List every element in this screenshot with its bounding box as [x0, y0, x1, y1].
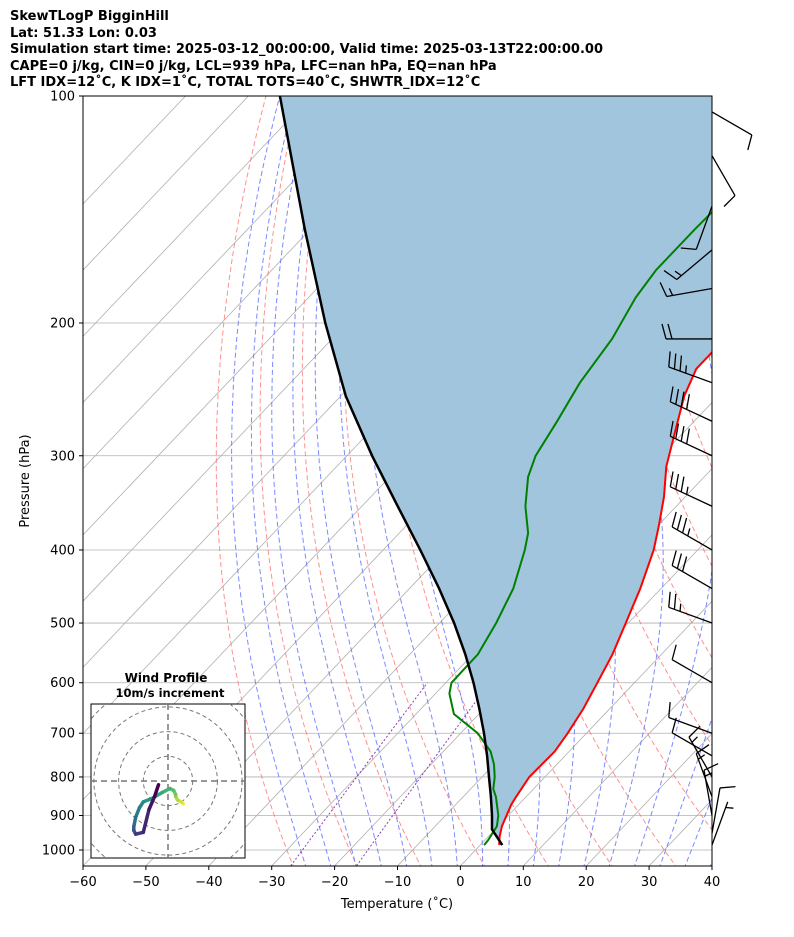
y-tick-label: 100 [50, 90, 75, 105]
isotherm-line [83, 96, 375, 404]
y-tick-label: 900 [50, 809, 75, 824]
moist-adiabat-line [659, 716, 712, 866]
isotherm-line [83, 96, 249, 271]
y-tick-label: 700 [50, 727, 75, 742]
wind-barb [711, 111, 753, 151]
y-tick-label: 1000 [42, 844, 75, 859]
isotherm-line [83, 96, 187, 205]
wind-barb [711, 155, 736, 207]
x-tick-label: −20 [321, 875, 348, 890]
moist-adiabat-line [338, 96, 433, 866]
isotherm-line [459, 600, 712, 866]
y-tick-label: 600 [50, 676, 75, 691]
stability-indices-2: LFT IDX=12˚C, K IDX=1˚C, TOTAL TOTS=40˚C… [10, 75, 481, 90]
x-tick-label: 40 [704, 875, 721, 890]
cape-region [279, 96, 712, 846]
chart-header: SkewTLogP BigginHill Lat: 51.33 Lon: 0.0… [10, 9, 603, 92]
wind-barb [671, 550, 713, 590]
mixing-ratio-line [355, 682, 490, 866]
x-axis-label: Temperature (˚C) [340, 896, 453, 912]
moist-adiabat-line [314, 96, 408, 866]
wind-barbs [659, 111, 753, 846]
moist-adiabat-line [734, 96, 794, 869]
x-tick-label: 10 [515, 875, 532, 890]
moist-adiabat-line [231, 96, 307, 866]
wind-barb [671, 511, 713, 551]
y-tick-label: 800 [50, 770, 75, 785]
wind-barb [669, 471, 713, 507]
y-tick-label: 200 [50, 316, 75, 331]
hodograph-plot [91, 704, 245, 858]
y-tick-label: 300 [50, 449, 75, 464]
hodograph-subtitle: 10m/s increment [116, 686, 225, 700]
x-tick-label: 30 [641, 875, 658, 890]
dry-adiabat-line [342, 96, 486, 866]
y-tick-label: 500 [50, 617, 75, 632]
moist-adiabat-line [684, 796, 712, 866]
hodograph-inset: Wind Profile 10m/s increment [90, 671, 246, 859]
x-tick-label: −30 [258, 875, 285, 890]
isotherm-line [585, 732, 712, 866]
hodograph-segment [141, 807, 151, 835]
dewpoint-profile [448, 210, 712, 846]
moist-adiabat-line [634, 96, 712, 866]
simulation-times: Simulation start time: 2025-03-12_00:00:… [10, 42, 603, 57]
dry-adiabat-line [784, 79, 794, 869]
moist-adiabat-line [709, 860, 712, 866]
hodograph-segment [152, 783, 161, 798]
x-tick-label: −60 [69, 875, 96, 890]
isotherm-line [83, 96, 312, 337]
moist-adiabat-line [364, 96, 458, 866]
isotherm-line [522, 666, 712, 866]
wind-barb [711, 785, 736, 834]
x-tick-label: −40 [195, 875, 222, 890]
hodograph-segment [147, 794, 157, 812]
temperature-profile [498, 350, 712, 846]
dry-adiabat-line [301, 96, 422, 866]
cin-shading [279, 96, 712, 846]
parcel-path [278, 96, 504, 846]
wind-barb [669, 420, 713, 457]
wind-barb [668, 351, 713, 384]
sounding-profiles [278, 96, 712, 846]
wind-barb [663, 249, 713, 281]
y-axis-ticks: 1000 900 800 700 600 500 400 300 200 100 [42, 90, 83, 859]
wind-barb [668, 591, 713, 624]
y-axis-label: Pressure (hPa) [18, 434, 33, 527]
wind-barb [661, 323, 712, 340]
isotherm-line [333, 468, 712, 866]
dry-adiabat-line [259, 96, 358, 866]
dry-adiabat-line [720, 79, 794, 869]
dry-adiabat-line [752, 79, 794, 869]
dry-adiabat-line [215, 96, 294, 866]
station-title: SkewTLogP BigginHill [10, 9, 169, 24]
hodograph-title: Wind Profile [125, 671, 208, 685]
moist-adiabat-line [292, 96, 382, 866]
moist-adiabat-line [250, 96, 332, 866]
wind-barb [659, 282, 713, 298]
x-tick-label: 20 [578, 875, 595, 890]
x-tick-label: 0 [456, 875, 464, 890]
wind-barb [711, 801, 734, 846]
station-coordinates: Lat: 51.33 Lon: 0.03 [10, 25, 157, 41]
wind-barb [669, 386, 713, 422]
wind-barb [671, 644, 713, 684]
x-tick-label: −50 [132, 875, 159, 890]
x-axis-ticks: −60 −50 −40 −30 −20 −10 0 10 20 30 40 [69, 866, 720, 890]
moist-adiabat-line [271, 96, 357, 866]
stability-indices-1: CAPE=0 j/kg, CIN=0 j/kg, LCL=939 hPa, LF… [10, 58, 497, 74]
y-tick-label: 400 [50, 543, 75, 558]
hodograph-ring [118, 731, 218, 831]
wind-barb [680, 205, 713, 251]
wind-barb [668, 701, 713, 734]
x-tick-label: −10 [384, 875, 411, 890]
